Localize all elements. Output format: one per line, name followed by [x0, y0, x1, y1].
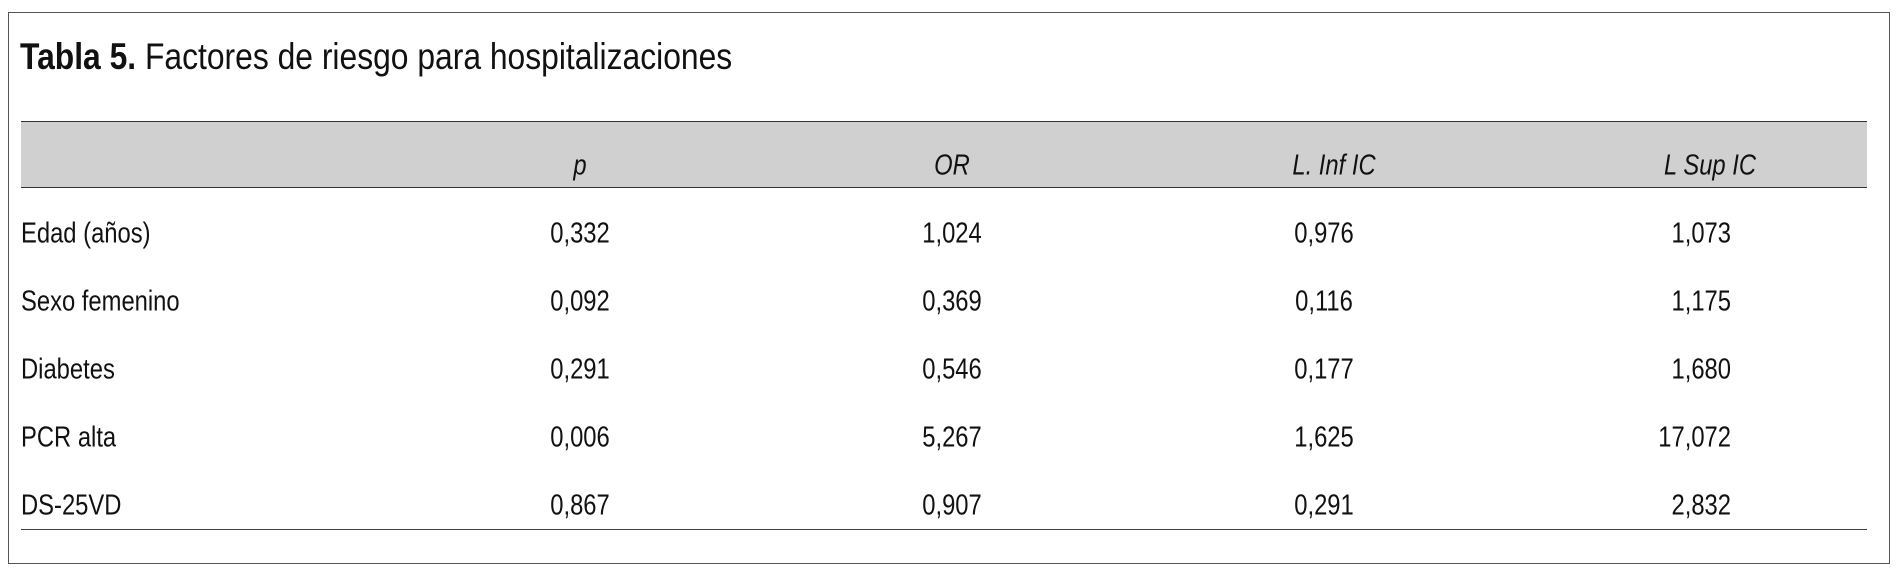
cell-l-inf-ic: 0,291 [1294, 489, 1354, 522]
cell-l-inf-ic: 0,177 [1294, 353, 1354, 386]
row-label: PCR alta [21, 421, 117, 454]
header-p: p [573, 149, 587, 182]
table-header [21, 121, 1867, 188]
header-or: OR [934, 149, 970, 182]
table-caption: Factores de riesgo para hospitalizacione… [144, 36, 733, 77]
header-l-sup-ic: L Sup IC [1663, 149, 1757, 182]
row-label: DS-25VD [21, 489, 122, 522]
row-label: Sexo femenino [21, 285, 180, 318]
cell-or: 0,546 [922, 353, 982, 386]
cell-l-inf-ic: 1,625 [1294, 421, 1354, 454]
cell-or: 1,024 [922, 217, 982, 250]
cell-l-sup-ic: 17,072 [1658, 421, 1731, 454]
table-bottom-rule [21, 529, 1867, 530]
cell-l-sup-ic: 1,073 [1671, 217, 1731, 250]
row-label: Diabetes [21, 353, 115, 386]
cell-l-inf-ic: 0,116 [1295, 285, 1353, 318]
cell-l-sup-ic: 2,832 [1671, 489, 1731, 522]
cell-p: 0,867 [550, 489, 610, 522]
cell-p: 0,006 [550, 421, 610, 454]
cell-l-inf-ic: 0,976 [1294, 217, 1354, 250]
table-number: Tabla 5. [20, 36, 137, 77]
cell-or: 5,267 [922, 421, 982, 454]
cell-or: 0,369 [922, 285, 982, 318]
cell-p: 0,332 [550, 217, 610, 250]
cell-p: 0,291 [550, 353, 610, 386]
header-l-inf-ic: L. Inf IC [1292, 149, 1376, 182]
table-frame [8, 12, 1890, 564]
cell-l-sup-ic: 1,680 [1671, 353, 1731, 386]
row-label: Edad (años) [21, 217, 151, 250]
cell-or: 0,907 [922, 489, 982, 522]
table-title: Tabla 5. Factores de riesgo para hospita… [20, 36, 732, 78]
cell-l-sup-ic: 1,175 [1671, 285, 1731, 318]
cell-p: 0,092 [550, 285, 610, 318]
